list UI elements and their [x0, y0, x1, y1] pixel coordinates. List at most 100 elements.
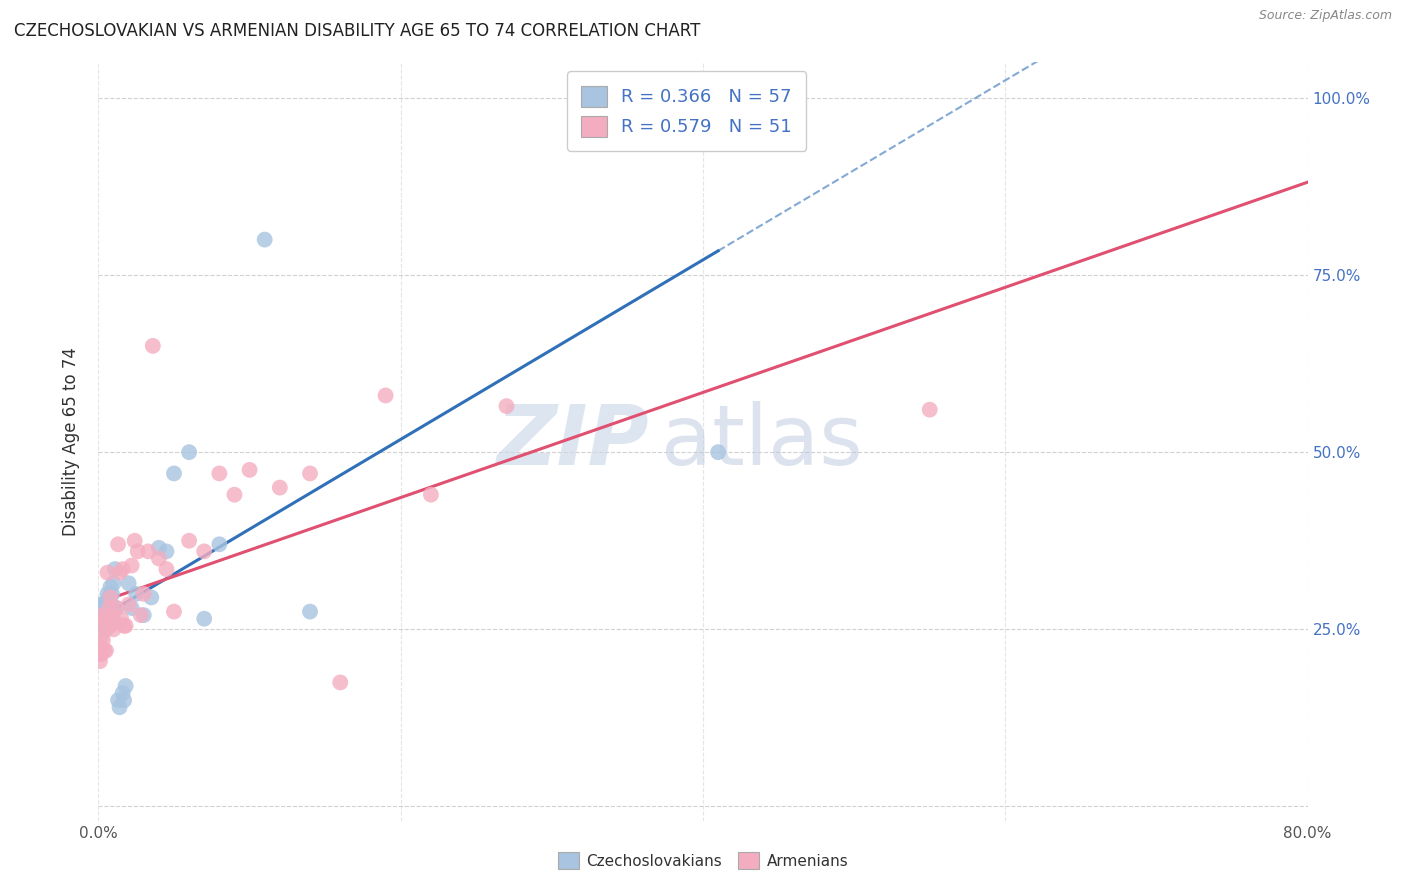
Point: [89, 654, 111, 668]
Point: [90, 615, 112, 630]
Point: [96, 608, 118, 623]
Point: [91, 605, 114, 619]
Point: [107, 693, 129, 707]
Point: [94, 616, 117, 631]
Y-axis label: Disability Age 65 to 74: Disability Age 65 to 74: [62, 347, 80, 536]
Point: [148, 541, 170, 555]
Point: [208, 467, 231, 481]
Point: [94, 614, 117, 628]
Point: [111, 686, 134, 700]
Point: [89, 612, 111, 626]
Point: [111, 562, 134, 576]
Point: [89, 598, 111, 612]
Point: [94, 643, 117, 657]
Point: [94, 608, 117, 623]
Point: [108, 700, 131, 714]
Point: [90, 612, 112, 626]
Point: [105, 601, 128, 615]
Point: [224, 488, 246, 502]
Point: [239, 463, 262, 477]
Point: [93, 643, 115, 657]
Point: [141, 591, 163, 605]
Point: [96, 612, 118, 626]
Point: [93, 601, 115, 615]
Point: [104, 615, 127, 630]
Point: [90, 608, 112, 623]
Point: [90, 640, 112, 654]
Text: atlas: atlas: [661, 401, 862, 482]
Point: [101, 612, 124, 626]
Point: [108, 566, 131, 580]
Point: [127, 544, 149, 558]
Point: [90, 601, 112, 615]
Point: [121, 601, 143, 615]
Point: [91, 608, 114, 623]
Point: [918, 402, 941, 417]
Point: [110, 612, 132, 626]
Point: [121, 558, 143, 573]
Text: CZECHOSLOVAKIAN VS ARMENIAN DISABILITY AGE 65 TO 74 CORRELATION CHART: CZECHOSLOVAKIAN VS ARMENIAN DISABILITY A…: [14, 22, 700, 40]
Point: [100, 619, 122, 633]
Point: [374, 388, 396, 402]
Point: [112, 619, 135, 633]
Point: [91, 619, 114, 633]
Point: [98, 601, 121, 615]
Text: Source: ZipAtlas.com: Source: ZipAtlas.com: [1258, 9, 1392, 22]
Point: [114, 619, 136, 633]
Point: [90, 629, 112, 643]
Point: [155, 562, 177, 576]
Point: [103, 576, 125, 591]
Point: [93, 608, 115, 623]
Point: [101, 608, 124, 623]
Legend: R = 0.366   N = 57, R = 0.579   N = 51: R = 0.366 N = 57, R = 0.579 N = 51: [567, 71, 806, 151]
Point: [98, 612, 121, 626]
Point: [269, 481, 291, 495]
Point: [94, 623, 117, 637]
Point: [495, 399, 517, 413]
Point: [100, 612, 122, 626]
Point: [89, 608, 111, 623]
Point: [94, 615, 117, 630]
Point: [125, 587, 148, 601]
Point: [707, 445, 730, 459]
Point: [98, 605, 121, 619]
Point: [179, 445, 201, 459]
Point: [101, 587, 124, 601]
Point: [155, 544, 177, 558]
Point: [132, 587, 155, 601]
Point: [93, 612, 115, 626]
Point: [148, 551, 170, 566]
Point: [105, 601, 128, 615]
Point: [420, 488, 443, 502]
Point: [179, 533, 201, 548]
Point: [103, 605, 125, 619]
Point: [96, 615, 118, 630]
Point: [132, 608, 155, 623]
Point: [100, 580, 122, 594]
Point: [89, 640, 111, 654]
Point: [299, 605, 322, 619]
Point: [91, 598, 114, 612]
Point: [104, 562, 127, 576]
Point: [98, 591, 121, 605]
Point: [163, 605, 186, 619]
Point: [299, 467, 322, 481]
Point: [96, 601, 118, 615]
Point: [118, 576, 141, 591]
Point: [616, 112, 638, 127]
Point: [129, 608, 152, 623]
Point: [103, 623, 125, 637]
Point: [96, 566, 118, 580]
Point: [90, 647, 112, 661]
Point: [114, 679, 136, 693]
Point: [100, 591, 122, 605]
Point: [89, 605, 111, 619]
Point: [136, 544, 159, 558]
Point: [107, 537, 129, 551]
Point: [93, 619, 115, 633]
Point: [124, 533, 146, 548]
Point: [193, 544, 215, 558]
Point: [93, 612, 115, 626]
Point: [253, 233, 276, 247]
Point: [100, 598, 122, 612]
